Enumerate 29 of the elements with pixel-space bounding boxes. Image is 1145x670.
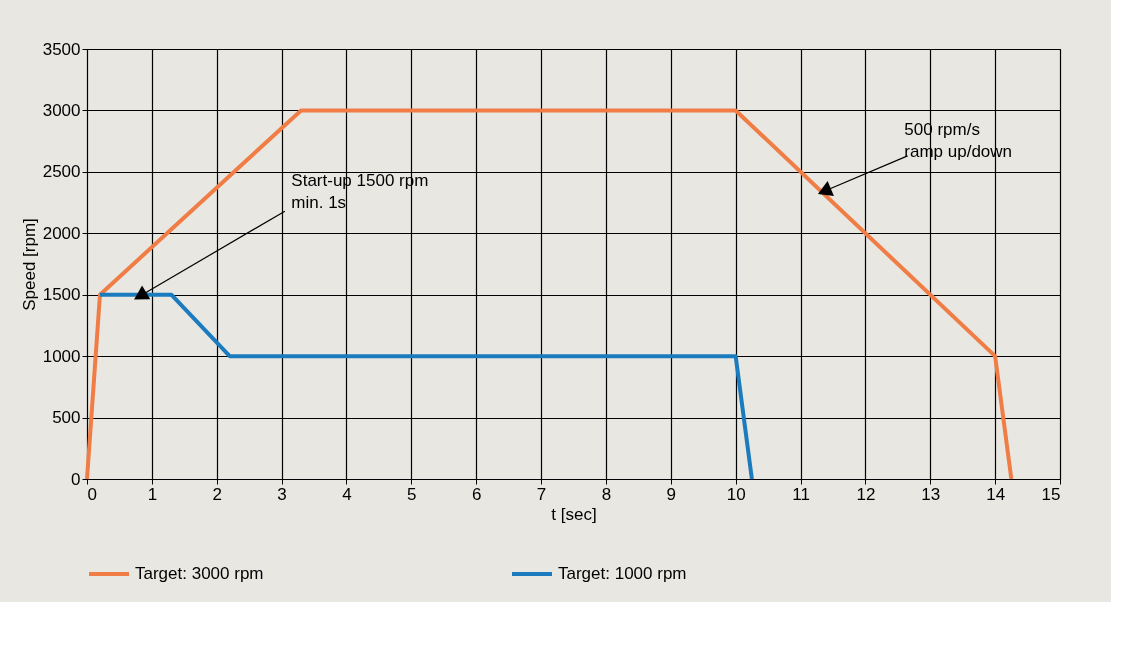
x-tick-label: 4 [342,484,352,504]
y-tick-label: 3500 [42,39,81,59]
y-tick-label: 1500 [42,285,81,305]
x-tick-label: 10 [726,484,746,504]
x-axis-title: t [sec] [551,504,597,524]
y-axis-title: Speed [rpm] [19,218,39,311]
x-tick-label: 6 [471,484,482,504]
x-tick-label: 14 [986,484,1006,504]
y-tick-label: 1000 [42,346,81,366]
y-tick-label: 3000 [42,100,81,120]
x-tick-label: 12 [856,484,876,504]
x-tick-label: 11 [792,484,810,504]
x-tick-label: 15 [1041,484,1061,504]
x-tick-label: 9 [666,484,677,504]
x-tick-label: 5 [407,484,417,504]
x-tick-label: 2 [212,484,222,504]
legend-label: Target: 1000 rpm [558,564,687,583]
x-tick-label: 13 [921,484,941,504]
legend-label: Target: 3000 rpm [135,564,264,583]
y-tick-label: 0 [71,469,81,489]
x-tick-label: 0 [87,484,97,504]
y-tick-label: 500 [52,408,81,428]
x-tick-label: 3 [277,484,287,504]
y-tick-label: 2500 [42,162,81,182]
y-tick-label: 2000 [42,223,81,243]
x-tick-label: 8 [601,484,612,504]
x-tick-label: 7 [536,484,547,504]
x-tick-label: 1 [147,484,158,504]
line-series [85,108,1014,481]
